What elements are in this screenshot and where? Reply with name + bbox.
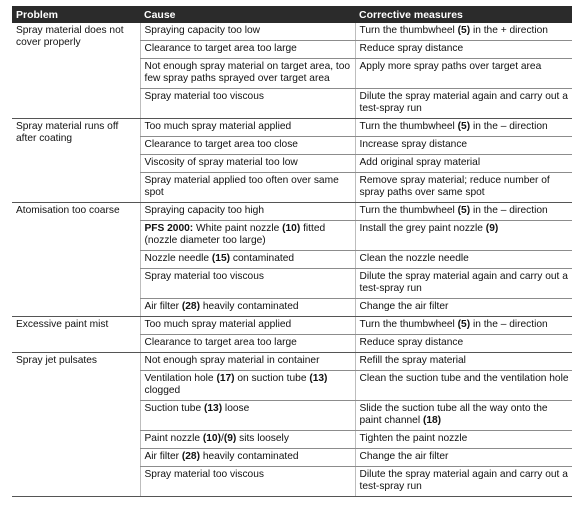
table-row: Suction tube (13) loose Slide the suction… bbox=[12, 400, 572, 431]
corrective-measure-cell: Slide the suction tube all the way onto … bbox=[354, 400, 572, 431]
corrective-measure-cell: Reduce spray distance bbox=[354, 334, 572, 353]
table-header: Problem Cause Corrective measures bbox=[12, 6, 572, 23]
problem-cell: Atomisation too coarse bbox=[12, 202, 140, 317]
cause-cell: Viscosity of spray material too low bbox=[139, 154, 355, 173]
table-row: Ventilation hole (17) on suction tube (1… bbox=[12, 370, 572, 401]
corrective-measure-cell: Increase spray distance bbox=[354, 136, 572, 155]
corrective-measure-cell: Apply more spray paths over target area bbox=[354, 58, 572, 89]
table-row: PFS 2000: White paint nozzle (10) fitted… bbox=[12, 220, 572, 251]
cause-cell: Spray material too viscous bbox=[139, 88, 355, 119]
cause-cell: Clearance to target area too close bbox=[139, 136, 355, 155]
cause-cell: Air filter (28) heavily contaminated bbox=[139, 448, 355, 467]
corrective-measure-cell: Tighten the paint nozzle bbox=[354, 430, 572, 449]
table-row: Air filter (28) heavily contaminated Chan… bbox=[12, 298, 572, 317]
cause-cell: Spray material applied too often over sa… bbox=[139, 172, 355, 203]
table-row: Spray material does not cover properly Sp… bbox=[12, 23, 572, 119]
table-row: Spray material applied too often over sa… bbox=[12, 172, 572, 203]
cause-cell: Clearance to target area too large bbox=[139, 334, 355, 353]
cause-cell: Paint nozzle (10)/(9) sits loosely bbox=[139, 430, 355, 449]
table-row: Nozzle needle (15) contaminated Clean the… bbox=[12, 250, 572, 269]
table-row: Atomisation too coarse Spraying capacity … bbox=[12, 202, 572, 317]
corrective-measure-cell: Clean the nozzle needle bbox=[354, 250, 572, 269]
table-row: Spray material runs off after coating Too… bbox=[12, 118, 572, 203]
header-cause: Cause bbox=[140, 6, 355, 23]
table-row: Excessive paint mist Too much spray mater… bbox=[12, 316, 572, 353]
corrective-measure-cell: Change the air filter bbox=[354, 298, 572, 317]
header-corrective-measures: Corrective measures bbox=[355, 6, 572, 23]
corrective-measure-cell: Dilute the spray material again and carr… bbox=[354, 88, 572, 119]
corrective-measure-cell: Remove spray material; reduce number of … bbox=[354, 172, 572, 203]
table-row: Clearance to target area too close Increa… bbox=[12, 136, 572, 155]
table-body: Spray material does not cover properly Sp… bbox=[12, 23, 572, 497]
cause-cell: Spraying capacity too low bbox=[139, 23, 355, 41]
cause-cell: Spraying capacity too high bbox=[139, 202, 355, 221]
table-row: Clearance to target area too large Reduce… bbox=[12, 40, 572, 59]
table-row: Spray material too viscous Dilute the spr… bbox=[12, 466, 572, 497]
corrective-measure-cell: Refill the spray material bbox=[354, 352, 572, 371]
problem-cell: Excessive paint mist bbox=[12, 316, 140, 353]
cause-cell: Clearance to target area too large bbox=[139, 40, 355, 59]
cause-cell: Too much spray material applied bbox=[139, 316, 355, 335]
header-problem: Problem bbox=[12, 6, 140, 23]
table-row: Spray material too viscous Dilute the spr… bbox=[12, 88, 572, 119]
table-row: Air filter (28) heavily contaminated Chan… bbox=[12, 448, 572, 467]
troubleshooting-table: Problem Cause Corrective measures Spray … bbox=[12, 6, 572, 497]
corrective-measure-cell: Dilute the spray material again and carr… bbox=[354, 466, 572, 497]
table-row: Paint nozzle (10)/(9) sits loosely Tighte… bbox=[12, 430, 572, 449]
cause-cell: Too much spray material applied bbox=[139, 118, 355, 137]
cause-cell: Not enough spray material in container bbox=[139, 352, 355, 371]
cause-cell: Ventilation hole (17) on suction tube (1… bbox=[139, 370, 355, 401]
cause-cell: Not enough spray material on target area… bbox=[139, 58, 355, 89]
table-row: Clearance to target area too large Reduce… bbox=[12, 334, 572, 353]
table-row: Viscosity of spray material too low Add o… bbox=[12, 154, 572, 173]
problem-cell: Spray material runs off after coating bbox=[12, 118, 140, 203]
corrective-measure-cell: Add original spray material bbox=[354, 154, 572, 173]
corrective-measure-cell: Clean the suction tube and the ventilati… bbox=[354, 370, 572, 401]
cause-cell: Nozzle needle (15) contaminated bbox=[139, 250, 355, 269]
cause-cell: Spray material too viscous bbox=[139, 268, 355, 299]
corrective-measure-cell: Change the air filter bbox=[354, 448, 572, 467]
corrective-measure-cell: Dilute the spray material again and carr… bbox=[354, 268, 572, 299]
problem-cell: Spray jet pulsates bbox=[12, 352, 140, 497]
corrective-measure-cell: Turn the thumbwheel (5) in the – directi… bbox=[354, 316, 572, 335]
cause-cell: PFS 2000: White paint nozzle (10) fitted… bbox=[139, 220, 355, 251]
cause-cell: Suction tube (13) loose bbox=[139, 400, 355, 431]
corrective-measure-cell: Turn the thumbwheel (5) in the + directi… bbox=[354, 23, 572, 41]
table-row: Spray jet pulsates Not enough spray mater… bbox=[12, 352, 572, 497]
table-row: Not enough spray material on target area… bbox=[12, 58, 572, 89]
corrective-measure-cell: Turn the thumbwheel (5) in the – directi… bbox=[354, 118, 572, 137]
corrective-measure-cell: Turn the thumbwheel (5) in the – directi… bbox=[354, 202, 572, 221]
corrective-measure-cell: Install the grey paint nozzle (9) bbox=[354, 220, 572, 251]
cause-cell: Air filter (28) heavily contaminated bbox=[139, 298, 355, 317]
problem-cell: Spray material does not cover properly bbox=[12, 23, 140, 119]
cause-cell: Spray material too viscous bbox=[139, 466, 355, 497]
table-row: Spray material too viscous Dilute the spr… bbox=[12, 268, 572, 299]
corrective-measure-cell: Reduce spray distance bbox=[354, 40, 572, 59]
